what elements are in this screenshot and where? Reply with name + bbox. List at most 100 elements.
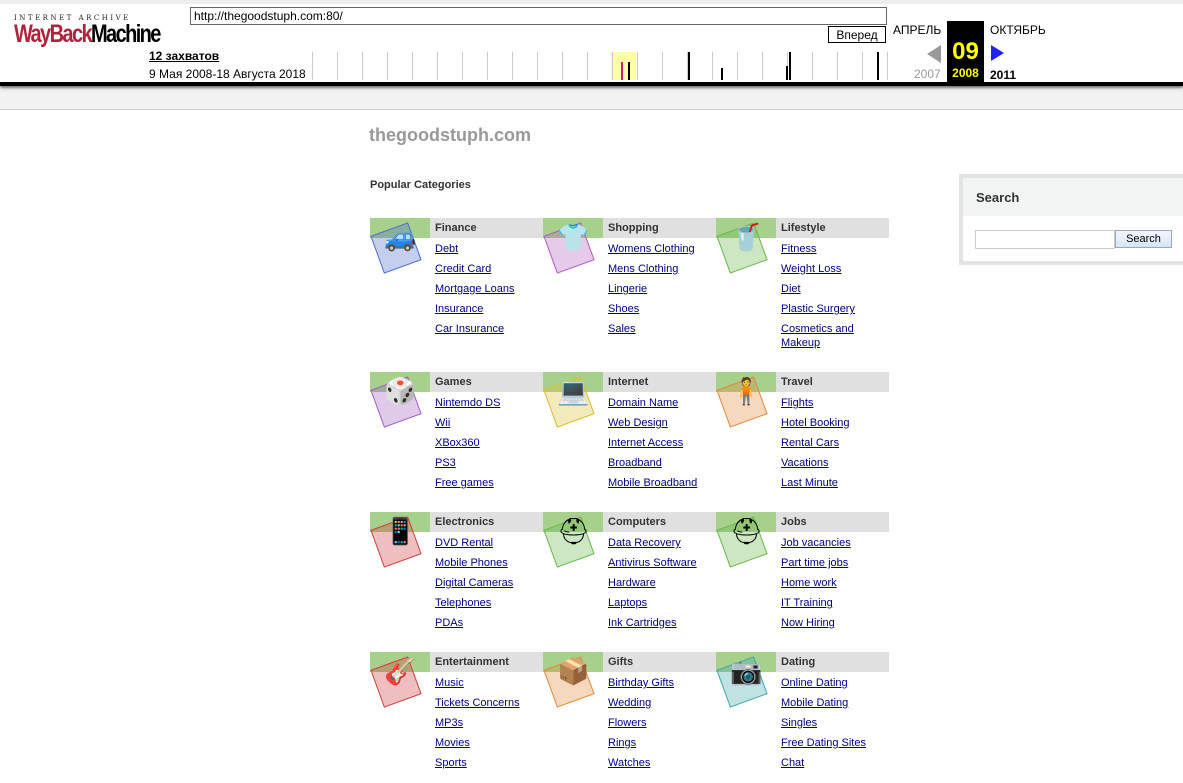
category-link[interactable]: Mobile Phones [435, 557, 508, 569]
category-link[interactable]: Hardware [608, 577, 656, 589]
timeline-tick [412, 52, 413, 80]
next-arrow-icon[interactable] [991, 45, 1004, 61]
timeline-tick [587, 52, 588, 80]
capture-bar[interactable] [789, 52, 791, 80]
category-link[interactable]: Hotel Booking [781, 417, 850, 429]
category-link[interactable]: XBox360 [435, 437, 480, 449]
category-link[interactable]: Vacations [781, 457, 829, 469]
category-title: Dating [776, 652, 889, 672]
capture-bar[interactable] [721, 68, 723, 80]
prev-arrow-icon[interactable] [927, 45, 941, 63]
category-link[interactable]: Plastic Surgery [781, 303, 855, 315]
category-link[interactable]: Tickets Concerns [435, 697, 520, 709]
category-link[interactable]: PS3 [435, 457, 456, 469]
category-link[interactable]: Sports [435, 757, 467, 769]
category-link[interactable]: Last Minute [781, 477, 838, 489]
category-color-bar [543, 372, 603, 392]
capture-timeline[interactable] [312, 52, 888, 80]
category-link[interactable]: Free games [435, 477, 494, 489]
category-link[interactable]: Birthday Gifts [608, 677, 675, 689]
prev-month[interactable]: АПРЕЛЬ [893, 23, 942, 37]
timeline-tick [762, 52, 763, 80]
category-link[interactable]: Womens Clothing [608, 243, 695, 255]
category-link[interactable]: Antivirus Software [608, 557, 697, 569]
category-link[interactable]: Online Dating [781, 677, 848, 689]
category-title: Computers [603, 512, 716, 532]
category-link[interactable]: Telephones [435, 597, 492, 609]
category-link[interactable]: Ink Cartridges [608, 617, 677, 629]
category-link[interactable]: IT Training [781, 597, 833, 609]
category-link[interactable]: Nintemdo DS [435, 397, 501, 409]
category-link[interactable]: DVD Rental [435, 537, 494, 549]
category-link[interactable]: Domain Name [608, 397, 679, 409]
category-link[interactable]: Broadband [608, 457, 662, 469]
wayback-logo[interactable]: INTERNET ARCHIVE WayBackMachine [14, 14, 161, 48]
gift-boxes-icon: 📦 [557, 656, 590, 686]
category-link[interactable]: Flights [781, 397, 814, 409]
go-button[interactable]: Вперед [828, 26, 886, 43]
category-link[interactable]: Home work [781, 577, 837, 589]
category-link[interactable]: Debt [435, 243, 459, 255]
category-title: Finance [430, 218, 543, 238]
category-link[interactable]: Digital Cameras [435, 577, 514, 589]
capture-bar[interactable] [621, 62, 623, 80]
category-title: Gifts [603, 652, 716, 672]
category-link[interactable]: Wii [435, 417, 451, 429]
capture-bar[interactable] [877, 52, 879, 80]
timeline-tick [462, 52, 463, 80]
category-title: Travel [776, 372, 889, 392]
category-link[interactable]: Singles [781, 717, 818, 729]
category-link[interactable]: Weight Loss [781, 263, 842, 275]
shirt-icon: 👕 [557, 222, 590, 252]
search-input[interactable] [975, 230, 1115, 249]
captures-link[interactable]: 12 захватов [149, 49, 220, 63]
next-month[interactable]: ОКТЯБРЬ [990, 23, 1046, 37]
category-link[interactable]: Mortgage Loans [435, 283, 515, 295]
capture-bar[interactable] [628, 62, 630, 80]
category-link[interactable]: PDAs [435, 617, 464, 629]
timeline-tick [837, 52, 838, 80]
timeline-tick [812, 52, 813, 80]
timeline-tick [687, 52, 688, 80]
category-link[interactable]: Sales [608, 323, 636, 335]
category-link[interactable]: Music [435, 677, 464, 689]
category-link[interactable]: Credit Card [435, 263, 492, 275]
timeline-tick [637, 52, 638, 80]
category-link[interactable]: Internet Access [608, 437, 684, 449]
search-button[interactable]: Search [1115, 230, 1172, 248]
category-link[interactable]: Mens Clothing [608, 263, 679, 275]
category-link[interactable]: Shoes [608, 303, 640, 315]
category-link[interactable]: Rental Cars [781, 437, 840, 449]
category-link[interactable]: MP3s [435, 717, 464, 729]
category-link[interactable]: Lingerie [608, 283, 648, 295]
category-link[interactable]: Car Insurance [435, 323, 505, 335]
url-input[interactable] [190, 7, 887, 25]
category-link[interactable]: Insurance [435, 303, 484, 315]
category-link[interactable]: Watches [608, 757, 651, 769]
category-link[interactable]: Movies [435, 737, 470, 749]
traveler-icon: 🧍 [730, 376, 763, 406]
category-link[interactable]: Diet [781, 283, 801, 295]
category-link[interactable]: Rings [608, 737, 637, 749]
category-link[interactable]: Cosmetics and Makeup [781, 323, 854, 349]
category-link[interactable]: Job vacancies [781, 537, 851, 549]
category-link[interactable]: Web Design [608, 417, 668, 429]
search-widget-title: Search [963, 178, 1183, 216]
category-link[interactable]: Data Recovery [608, 537, 681, 549]
prev-year[interactable]: 2007 [914, 67, 941, 81]
category-link[interactable]: Fitness [781, 243, 817, 255]
capture-bar[interactable] [786, 66, 788, 80]
category-link[interactable]: Mobile Dating [781, 697, 849, 709]
capture-bar[interactable] [688, 52, 690, 80]
category-link[interactable]: Wedding [608, 697, 652, 709]
category-title: Electronics [430, 512, 543, 532]
category-link[interactable]: Chat [781, 757, 805, 769]
category-link[interactable]: Flowers [608, 717, 647, 729]
category-color-bar [370, 372, 430, 392]
category-link[interactable]: Mobile Broadband [608, 477, 698, 489]
category-link[interactable]: Now Hiring [781, 617, 835, 629]
next-year[interactable]: 2011 [990, 68, 1017, 82]
category-link[interactable]: Part time jobs [781, 557, 849, 569]
category-link[interactable]: Free Dating Sites [781, 737, 866, 749]
category-link[interactable]: Laptops [608, 597, 648, 609]
